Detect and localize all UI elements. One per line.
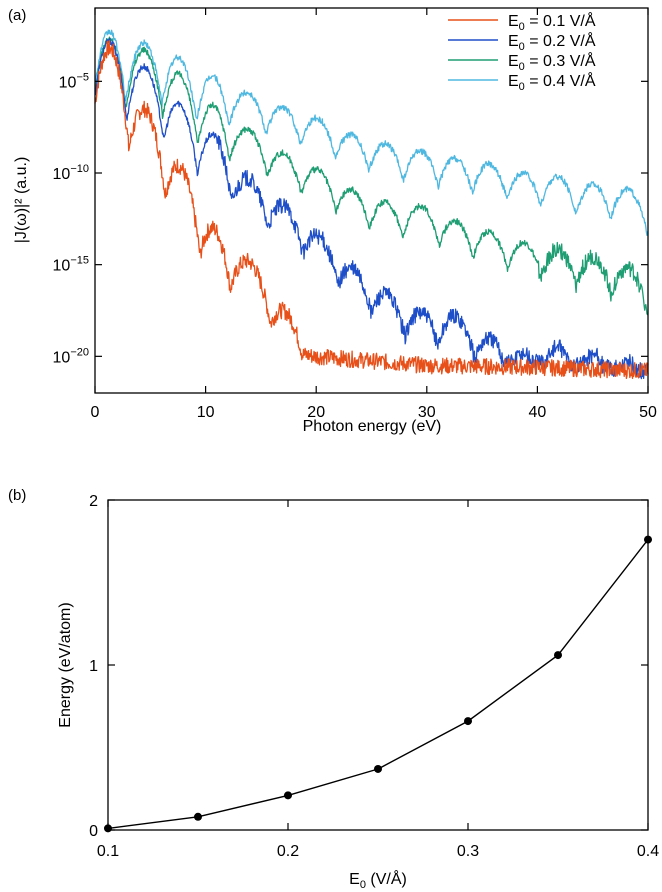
panel-b-xtick-label-3: 0.4	[637, 843, 659, 860]
panel-a-ytick-label-3: 10−20	[53, 346, 89, 366]
panel-a-xtick-label-2: 20	[307, 404, 325, 421]
panel-a-ytick-label-0: 10−5	[59, 71, 89, 91]
legend-entry-2: E0 = 0.3 V/Å	[448, 51, 596, 73]
energy-series-line	[107, 539, 649, 830]
panel-b-xtick-label-0: 0.1	[97, 843, 119, 860]
panel-a-series-group	[94, 29, 649, 380]
legend-label-2: E0 = 0.3 V/Å	[508, 51, 596, 73]
panel-a-ytick-label-2: 10−15	[53, 255, 89, 275]
energy-point-5	[554, 651, 562, 660]
panel-b-frame	[107, 499, 649, 831]
series-line-e0-2	[94, 37, 649, 380]
panel-a-xtick-label-3: 30	[418, 404, 436, 421]
panel-a-xtick-label-0: 0	[91, 404, 100, 421]
legend-entry-1: E0 = 0.2 V/Å	[448, 31, 596, 53]
panel-b: (b) 0.1 0.2 0.3 0.4 0 1 2 E0 (V/Å) Energy (eV/…	[8, 487, 659, 891]
panel-a-xlabel: Photon energy (eV)	[303, 418, 442, 435]
energy-point-3	[374, 764, 382, 773]
panel-a-legend: E0 = 0.1 V/Å E0 = 0.2 V/Å E0 = 0.3 V/Å E…	[448, 11, 596, 93]
panel-a-xtick-label-4: 40	[529, 404, 547, 421]
panel-a-xtick-label-1: 10	[197, 404, 215, 421]
panel-a: (a) 0 10 20 30 40 50 10−5 10−10 10−15 10−20 Photo…	[8, 7, 657, 435]
panel-b-ytick-label-1: 1	[89, 658, 98, 675]
panel-a-ticks: 0 10 20 30 40 50 10−5 10−10 10−15 10−20	[53, 8, 657, 421]
panel-b-ticks: 0.1 0.2 0.3 0.4 0 1 2	[89, 493, 659, 860]
legend-label-3: E0 = 0.4 V/Å	[508, 71, 596, 93]
panel-a-label: (a)	[8, 7, 26, 24]
panel-b-label: (b)	[8, 487, 26, 504]
series-line-e0-4	[94, 29, 649, 236]
panel-b-xlabel: E0 (V/Å)	[349, 869, 407, 891]
energy-point-4	[464, 717, 472, 726]
series-line-e0-3	[94, 36, 649, 316]
panel-b-ytick-label-0: 0	[89, 823, 98, 840]
legend-label-1: E0 = 0.2 V/Å	[508, 31, 596, 53]
series-line-e0-1	[94, 40, 649, 380]
energy-point-1	[194, 812, 202, 821]
panel-b-series-group	[104, 535, 652, 833]
panel-b-ytick-label-2: 2	[89, 493, 98, 510]
panel-b-xtick-label-1: 0.2	[277, 843, 299, 860]
energy-point-2	[284, 791, 292, 800]
panel-a-xtick-label-5: 50	[639, 404, 657, 421]
panel-a-ylabel: |J(ω)|² (a.u.)	[13, 157, 30, 244]
panel-a-ytick-label-1: 10−10	[53, 163, 89, 183]
legend-entry-3: E0 = 0.4 V/Å	[448, 71, 596, 93]
panel-a-frame	[94, 7, 649, 394]
panel-b-ylabel: Energy (eV/atom)	[57, 602, 74, 727]
panel-b-xtick-label-2: 0.3	[457, 843, 479, 860]
legend-label-0: E0 = 0.1 V/Å	[508, 11, 596, 33]
energy-point-6	[644, 535, 652, 544]
energy-point-0	[104, 824, 112, 833]
legend-entry-0: E0 = 0.1 V/Å	[448, 11, 596, 33]
